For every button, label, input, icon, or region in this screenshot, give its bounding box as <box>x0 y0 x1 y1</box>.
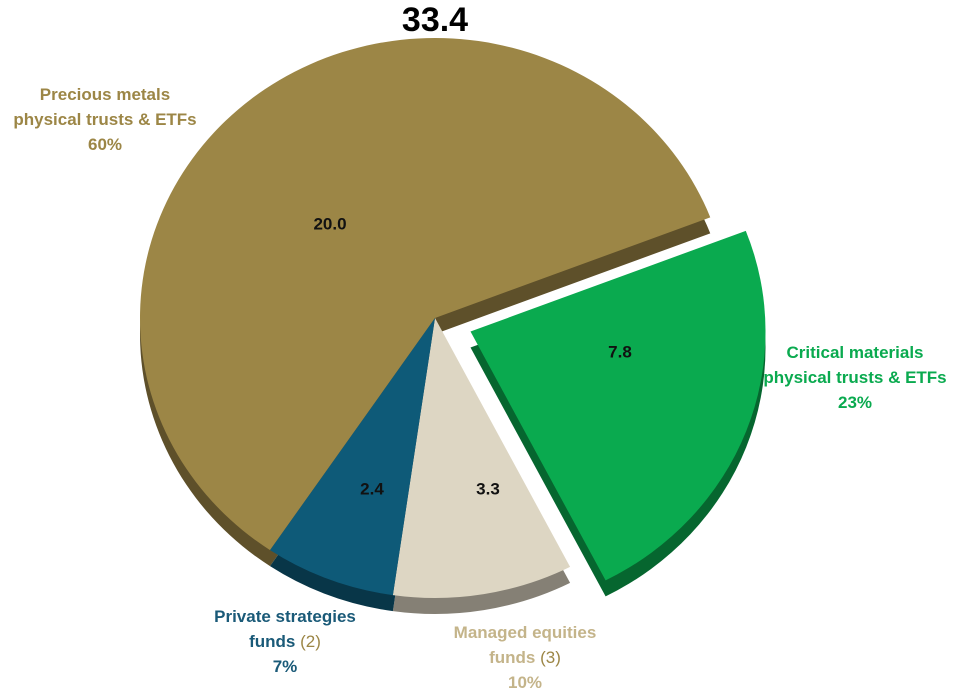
footnote: (3) <box>540 648 561 667</box>
slice-label: Precious metals physical trusts & ETFs 60… <box>5 82 205 157</box>
percent-label: 23% <box>837 393 873 412</box>
slice-name: Managed equities funds <box>453 623 597 667</box>
slice-name: Critical materials physical trusts & ETF… <box>763 343 947 387</box>
chart-title: 33.4 <box>402 1 468 39</box>
value-label: 2.4 <box>360 479 384 498</box>
slice-name: Precious metals physical trusts & ETFs <box>13 85 197 129</box>
slice <box>270 318 435 596</box>
slice-label: Critical materials physical trusts & ETF… <box>760 340 950 415</box>
value-label: 7.8 <box>608 342 632 361</box>
footnote: (2) <box>300 632 321 651</box>
slice <box>392 318 571 598</box>
slice-label: Managed equities funds (3) 10% <box>430 620 620 695</box>
value-label: 3.3 <box>476 479 500 498</box>
percent-label: 7% <box>272 657 298 676</box>
slice <box>470 230 766 581</box>
slice-name: Private strategies funds <box>214 607 356 651</box>
value-label: 20.0 <box>313 214 346 233</box>
percent-label: 60% <box>87 135 123 154</box>
slice <box>139 37 711 551</box>
slice-label: Private strategies funds (2) 7% <box>195 604 375 679</box>
percent-label: 10% <box>507 673 543 692</box>
